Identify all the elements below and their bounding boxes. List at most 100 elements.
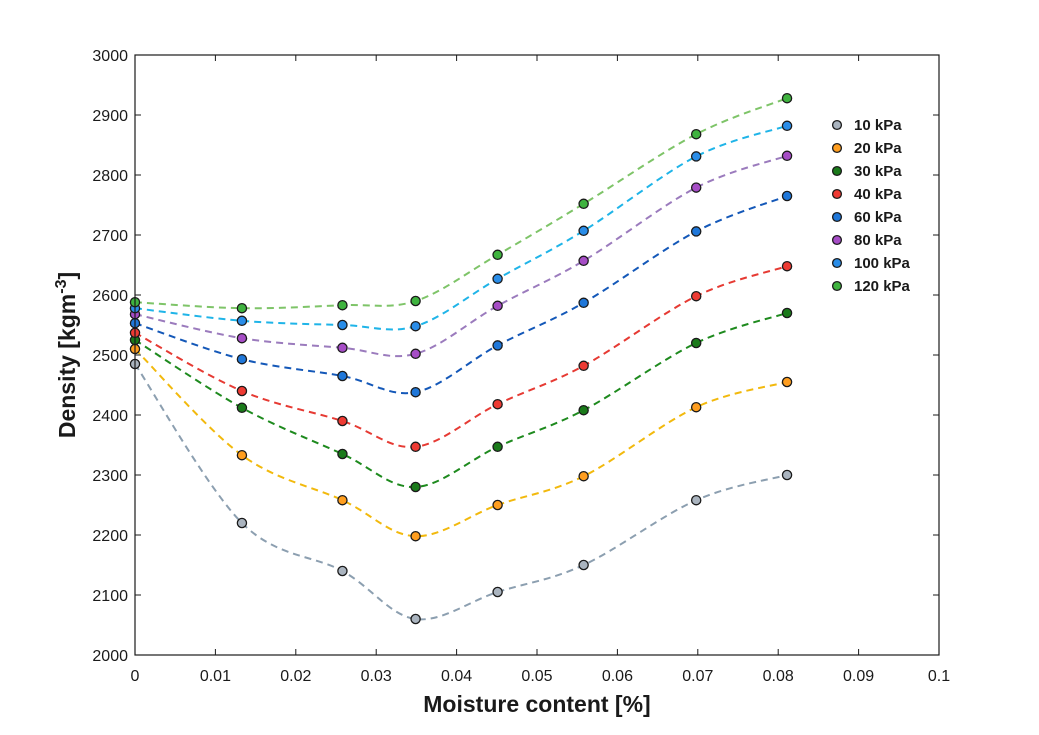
legend-label: 10 kPa [854, 117, 902, 134]
data-point [236, 315, 248, 327]
data-point [337, 319, 348, 331]
data-point [236, 353, 248, 365]
data-point [781, 260, 793, 272]
x-axis-ticks: 0 0.01 0.02 0.03 0.04 0.05 0.06 0.07 0.08 0.09 0.1 [131, 55, 950, 685]
y-tick-label: 2400 [92, 408, 128, 425]
series-line [135, 195, 788, 395]
series-line [135, 312, 788, 489]
x-tick-label: 0.03 [361, 668, 392, 685]
data-point [492, 398, 503, 410]
y-axis-title: Density [kgm-3] [53, 272, 80, 438]
data-point [578, 255, 589, 267]
data-point [690, 182, 702, 193]
data-point [410, 481, 421, 493]
data-point [337, 565, 348, 577]
x-tick-label: 0.04 [441, 668, 472, 685]
legend-label: 30 kPa [854, 163, 902, 180]
data-point [337, 299, 348, 311]
y-tick-label: 2300 [92, 468, 128, 485]
x-tick-label: 0.01 [200, 668, 231, 685]
plot-area [129, 92, 793, 625]
series-lines [135, 97, 788, 621]
legend-marker [831, 211, 843, 223]
y-axis-ticks: 2000 2100 2200 2300 2400 2500 2600 2700 2800 2900… [92, 48, 939, 665]
data-point [410, 295, 421, 307]
x-axis-title: Moisture content [%] [423, 691, 650, 717]
legend-label: 60 kPa [854, 209, 902, 226]
data-point [236, 517, 248, 529]
y-tick-label: 2900 [92, 108, 128, 125]
data-point [236, 332, 248, 344]
data-point [690, 151, 702, 162]
data-point [492, 300, 503, 312]
x-tick-label: 0.09 [843, 668, 874, 685]
x-tick-label: 0.08 [763, 668, 794, 685]
legend-marker [831, 234, 843, 246]
x-tick-label: 0 [131, 668, 140, 685]
data-point [410, 386, 421, 398]
data-point [578, 198, 589, 210]
data-point [492, 586, 503, 598]
data-point [578, 470, 589, 482]
series-line [135, 363, 788, 621]
series-points [129, 92, 793, 625]
data-point [781, 92, 793, 104]
data-point [492, 273, 503, 285]
legend-marker [831, 280, 843, 292]
y-tick-label: 2600 [92, 288, 128, 305]
data-point [690, 226, 702, 237]
data-point [492, 249, 503, 261]
series-line [135, 348, 788, 538]
data-point [690, 337, 702, 349]
x-tick-label: 0.1 [928, 668, 950, 685]
data-point [337, 342, 348, 354]
data-point [236, 385, 248, 397]
data-point [337, 415, 348, 427]
legend-label: 20 kPa [854, 140, 902, 157]
y-tick-label: 2100 [92, 588, 128, 605]
data-point [337, 494, 348, 506]
data-point [236, 302, 248, 314]
data-point [410, 320, 421, 332]
x-tick-label: 0.02 [280, 668, 311, 685]
data-point [410, 530, 421, 542]
legend-marker [831, 119, 843, 131]
data-point [236, 402, 248, 414]
legend-marker [831, 257, 843, 269]
data-point [410, 613, 421, 625]
data-point [781, 469, 793, 481]
data-point [337, 448, 348, 460]
data-point [781, 376, 793, 388]
x-tick-label: 0.06 [602, 668, 633, 685]
data-point [690, 494, 702, 506]
y-tick-label: 3000 [92, 48, 128, 65]
series-line [135, 265, 788, 449]
legend-marker [831, 165, 843, 177]
data-point [690, 401, 702, 413]
series-line [135, 154, 788, 358]
data-point [690, 290, 702, 302]
data-point [492, 441, 503, 453]
data-point [492, 499, 503, 511]
data-point [578, 225, 589, 237]
data-point [578, 297, 589, 309]
data-point [236, 449, 248, 461]
data-point [578, 404, 589, 416]
legend: 10 kPa 20 kPa 30 kPa 40 kPa 60 kPa 80 kPa 100 … [831, 117, 911, 295]
data-point [781, 150, 793, 162]
data-point [690, 128, 702, 140]
data-point [410, 348, 421, 360]
legend-label: 100 kPa [854, 255, 911, 272]
series-line [135, 97, 788, 310]
legend-marker [831, 142, 843, 154]
data-point [410, 441, 421, 453]
data-point [781, 190, 793, 202]
y-axis-title-superscript: -3 [53, 279, 70, 293]
y-axis-title-close: ] [54, 272, 80, 280]
legend-label: 120 kPa [854, 278, 911, 295]
data-point [578, 559, 589, 571]
data-point [337, 370, 348, 382]
x-tick-label: 0.07 [682, 668, 713, 685]
data-point [781, 307, 793, 319]
